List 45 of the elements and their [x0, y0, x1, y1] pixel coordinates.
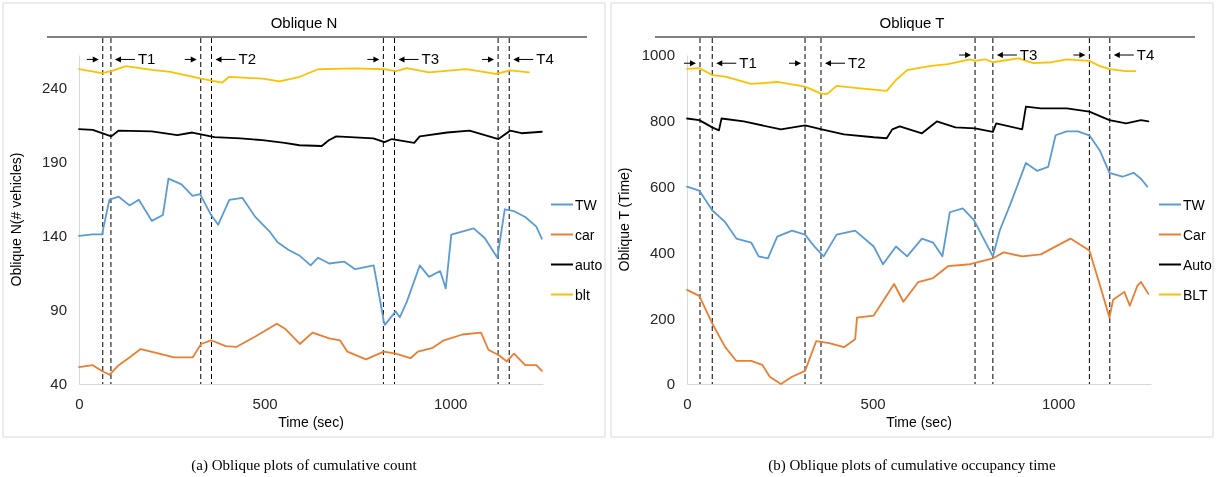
- annotation: T1: [739, 54, 757, 72]
- chart-title: Oblique N: [270, 14, 338, 31]
- annotation: T3: [1019, 46, 1038, 63]
- x-tick-label: 500: [860, 394, 886, 412]
- y-tick-label: 190: [41, 153, 67, 170]
- legend-label: auto: [575, 256, 603, 273]
- legend-label: TW: [575, 196, 598, 213]
- annotation: T4: [1136, 46, 1155, 63]
- y-axis-title: Oblique T (Time): [616, 167, 632, 272]
- y-tick-label: 0: [666, 375, 675, 393]
- text: (a) Oblique plots of cumulative count: [191, 457, 418, 474]
- line-series: [78, 322, 543, 376]
- y-tick-label: 240: [41, 78, 67, 96]
- x-tick-label: 500: [252, 394, 278, 412]
- legend-label: blt: [575, 286, 590, 303]
- text: (b) Oblique plots of cumulative occupancy time: [768, 457, 1057, 474]
- y-tick-label: 90: [50, 301, 67, 319]
- legend-label: Auto: [1183, 256, 1213, 273]
- x-tick-label: 1000: [1042, 394, 1076, 412]
- y-tick-label: 1000: [641, 46, 675, 64]
- legend-label: TW: [1183, 196, 1206, 213]
- line-series: [78, 65, 530, 84]
- x-tick-label: 1000: [434, 394, 468, 412]
- annotation: T4: [536, 50, 554, 68]
- chart-title: Oblique T: [879, 14, 945, 31]
- y-axis-title: Oblique N(# vehicles): [8, 152, 24, 287]
- x-tick-label: 0: [683, 394, 692, 412]
- annotation: T2: [848, 54, 866, 72]
- y-tick-label: 800: [649, 112, 675, 130]
- annotation: T2: [238, 50, 257, 68]
- y-tick-label: 40: [50, 375, 67, 393]
- line-series: [686, 130, 1149, 266]
- y-tick-label: 140: [41, 227, 67, 245]
- y-tick-label: 400: [649, 243, 675, 261]
- y-tick-label: 200: [649, 309, 675, 327]
- y-tick-label: 600: [649, 177, 675, 195]
- legend-label: BLT: [1183, 286, 1209, 303]
- line-series: [78, 177, 543, 326]
- legend-label: car: [575, 226, 595, 243]
- x-axis-title: Time (sec): [278, 414, 344, 430]
- x-axis-title: Time (sec): [886, 414, 952, 430]
- annotation: T3: [421, 50, 440, 68]
- x-tick-label: 0: [75, 394, 84, 412]
- legend-label: Car: [1183, 226, 1206, 243]
- annotation: T1: [137, 50, 156, 68]
